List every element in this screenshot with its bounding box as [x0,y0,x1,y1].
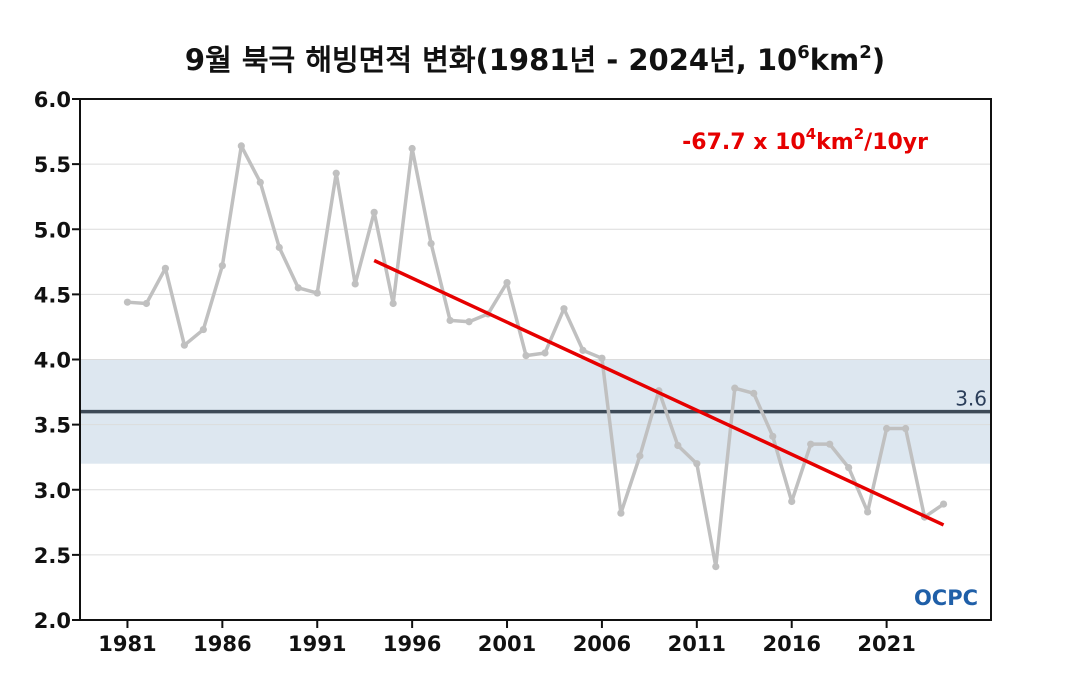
data-point [446,316,454,325]
data-point [351,280,359,288]
data-point [522,351,530,360]
reference-label: 3.6 [955,387,987,411]
trend-label-main: -67.7 x 10 [682,130,806,155]
y-tick-label: 4.5 [34,283,71,307]
chart-title: 9월 북극 해빙면적 변화(1981년 - 2024년, 106km2) [185,42,885,77]
data-point [939,500,948,508]
x-tick-label: 2001 [478,632,536,656]
data-point [218,262,226,270]
y-tick-label: 3.5 [34,414,71,438]
data-point [864,508,872,516]
data-point [408,144,416,153]
data-point [332,169,340,177]
trend-label-sup1: 4 [806,125,816,143]
chart-title-main: 9월 북극 해빙면적 변화(1981년 - 2024년, 10 [185,43,797,77]
y-tick-label: 2.0 [34,609,71,633]
data-point [313,289,321,297]
x-tick-label: 2021 [857,632,915,656]
trend-label-sup2: 2 [854,125,864,143]
logo: OCPC [914,586,978,610]
data-point [901,424,910,433]
series-points [123,142,948,571]
data-point [826,440,834,448]
y-tick-label: 5.5 [34,153,71,177]
chart-title-unit: km [810,43,860,77]
trend-line [373,258,945,527]
data-point [541,349,549,357]
data-point [427,239,435,248]
data-point [598,354,606,362]
data-point [883,424,891,433]
data-point [123,298,132,306]
data-point [769,432,777,440]
data-point [845,464,853,472]
chart-title-close: ) [872,43,885,77]
x-tick-label: 1986 [193,632,251,656]
trend-label-tail: /10yr [864,130,928,155]
data-point [731,384,739,392]
x-tick-label: 2006 [573,632,631,656]
y-tick-label: 4.0 [34,349,71,373]
data-point [503,279,511,287]
logo-text: OCPC [914,586,978,610]
chart-title-sup: 6 [797,42,810,63]
x-tick-label: 2016 [762,632,820,656]
data-point [636,452,644,460]
data-point [199,325,207,334]
y-tick-label: 2.5 [34,544,71,568]
y-tick-label: 6.0 [34,88,71,112]
y-tick-label: 3.0 [34,479,71,503]
data-point [370,208,378,216]
data-point [693,460,701,468]
x-tick-label: 2011 [668,632,726,656]
grid [80,163,991,556]
x-tick-label: 1991 [288,632,346,656]
data-point [579,346,587,354]
data-point [465,318,473,326]
data-point [788,497,796,506]
data-point [161,264,170,272]
data-point [275,243,283,252]
x-axis: 1981 1986 1991 1996 2001 2006 2011 2016 2021 [98,620,916,656]
data-point [674,441,682,450]
trend-label: -67.7 x 104km2/10yr [682,125,928,155]
data-point [142,299,151,308]
chart-title-unit-sup: 2 [859,42,872,63]
y-tick-label: 5.0 [34,218,71,242]
data-point [180,341,188,349]
data-point [256,178,264,186]
series-line [127,144,945,569]
data-point [712,562,720,571]
data-point [560,305,568,313]
data-point [237,142,245,150]
trend-label-unit: km [816,130,854,155]
x-tick-label: 1981 [98,632,156,656]
data-point [750,389,758,397]
data-point [807,440,815,448]
y-axis: 2.0 2.5 3.0 3.5 4.0 4.5 5.0 5.5 6.0 [34,88,80,633]
data-point [617,509,625,517]
x-tick-label: 1996 [383,632,441,656]
data-point [294,284,302,292]
data-point [389,299,397,308]
